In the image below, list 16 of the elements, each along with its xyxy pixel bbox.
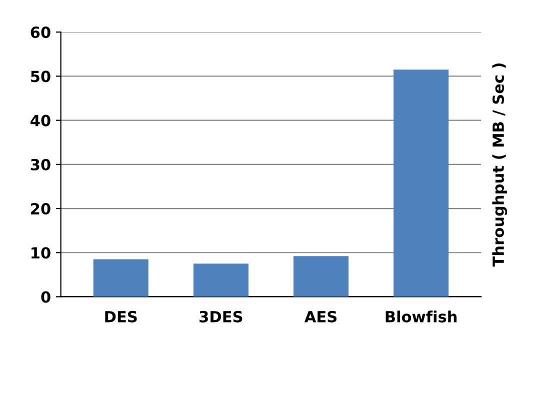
- bar: [193, 264, 248, 297]
- y-axis-title: Throughput ( MB / Sec ): [492, 63, 508, 267]
- x-tick-label: 3DES: [200, 310, 242, 322]
- bar: [93, 259, 148, 297]
- y-tick-label: 40: [30, 114, 50, 126]
- y-tick-label: 20: [31, 202, 50, 215]
- bar: [394, 70, 449, 297]
- bar: [293, 256, 349, 297]
- y-tick-label: 50: [31, 70, 50, 82]
- x-tick-label: AES: [304, 310, 337, 322]
- y-tick-label: 0: [41, 291, 50, 303]
- y-tick-label: 60: [30, 26, 50, 38]
- x-tick-label: Blowfish: [386, 310, 457, 322]
- y-tick-label: 10: [32, 247, 50, 259]
- x-tick-label: DES: [105, 310, 137, 322]
- y-tick-label: 30: [30, 158, 50, 170]
